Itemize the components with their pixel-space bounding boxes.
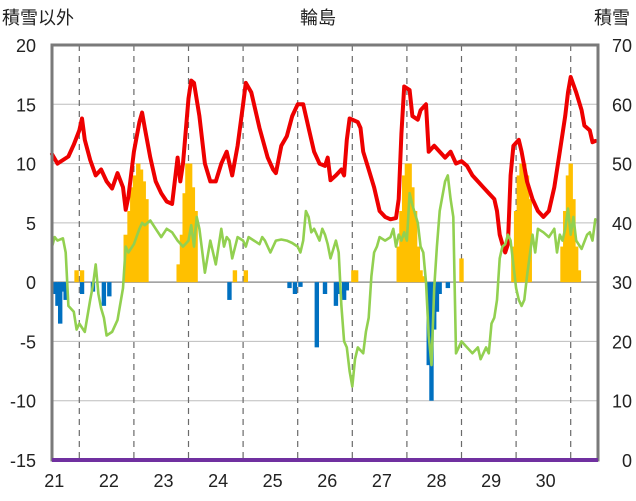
x-tick-label: 26 <box>317 471 337 491</box>
bar <box>144 199 149 283</box>
bar <box>560 246 565 283</box>
right-tick-label: 30 <box>612 273 632 293</box>
bar <box>193 211 198 283</box>
bar <box>79 270 85 283</box>
bar <box>576 270 582 283</box>
bar <box>52 282 57 294</box>
bar <box>353 270 359 283</box>
bar <box>344 282 350 291</box>
green-line-series <box>50 174 597 388</box>
bar <box>57 282 63 324</box>
bar <box>298 282 303 287</box>
left-tick-label: -10 <box>10 392 36 412</box>
bar <box>516 175 522 283</box>
left-tick-label: 15 <box>16 95 36 115</box>
bar <box>524 175 530 283</box>
left-tick-label: 0 <box>26 273 36 293</box>
bar <box>445 282 451 289</box>
right-tick-label: 50 <box>612 155 632 175</box>
x-tick-label: 30 <box>536 471 556 491</box>
left-tick-label: 5 <box>26 214 36 234</box>
right-axis-title: 積雪 <box>594 8 630 29</box>
right-tick-label: 20 <box>612 332 632 352</box>
bar <box>287 282 292 289</box>
x-tick-label: 29 <box>481 471 501 491</box>
bar <box>314 282 320 348</box>
x-tick-label: 23 <box>153 471 173 491</box>
right-tick-label: 40 <box>612 214 632 234</box>
bar <box>55 282 60 306</box>
bar <box>227 282 232 300</box>
line-series <box>50 75 598 388</box>
bar <box>527 199 532 283</box>
bar <box>136 163 141 283</box>
bar <box>176 264 181 283</box>
bar <box>522 163 527 283</box>
right-tick-label: 0 <box>622 451 632 471</box>
x-tick-label: 21 <box>44 471 64 491</box>
bar <box>292 282 298 294</box>
left-tick-label: -5 <box>20 332 36 352</box>
bar <box>418 270 423 283</box>
bar <box>101 282 107 306</box>
chart-title: 輪島 <box>300 8 336 29</box>
bar <box>401 175 407 283</box>
x-tick-label: 27 <box>372 471 392 491</box>
left-axis-title: 積雪以外 <box>2 8 74 29</box>
bar <box>60 282 66 292</box>
bar <box>127 211 132 283</box>
bar <box>407 163 412 283</box>
bar <box>187 163 193 283</box>
bar <box>434 282 440 312</box>
bar <box>412 211 418 283</box>
bar <box>410 187 415 283</box>
bar <box>421 276 426 283</box>
bar <box>130 187 135 283</box>
x-tick-label: 22 <box>99 471 119 491</box>
bar <box>243 270 249 283</box>
left-tick-label: 10 <box>16 155 36 175</box>
x-tick-label: 24 <box>208 471 228 491</box>
left-tick-label: -15 <box>10 451 36 471</box>
bar <box>396 246 401 283</box>
bar <box>333 282 339 306</box>
bar <box>141 181 146 283</box>
left-tick-label: 20 <box>16 36 36 56</box>
bar <box>415 246 421 283</box>
bar <box>573 246 579 283</box>
bar <box>571 199 576 283</box>
red-line-series <box>50 75 598 255</box>
bar <box>179 234 185 283</box>
x-tick-label: 25 <box>263 471 283 491</box>
bar <box>351 270 356 283</box>
bar <box>519 163 524 283</box>
bar <box>185 163 190 283</box>
bar <box>232 270 238 283</box>
bar <box>399 211 404 283</box>
bar <box>459 258 464 283</box>
bar <box>563 211 568 283</box>
bar <box>107 282 112 297</box>
bar <box>182 193 187 283</box>
bar <box>565 175 571 283</box>
bar <box>513 211 519 283</box>
bar <box>322 282 328 294</box>
bar <box>336 282 341 294</box>
x-tick-label: 28 <box>426 471 446 491</box>
bar <box>63 282 68 300</box>
bar <box>79 282 85 294</box>
bar <box>437 282 442 294</box>
right-tick-label: 60 <box>612 95 632 115</box>
bar <box>341 282 347 300</box>
bar <box>74 270 79 283</box>
right-tick-label: 10 <box>612 392 632 412</box>
right-tick-label: 70 <box>612 36 632 56</box>
bar <box>132 175 138 283</box>
